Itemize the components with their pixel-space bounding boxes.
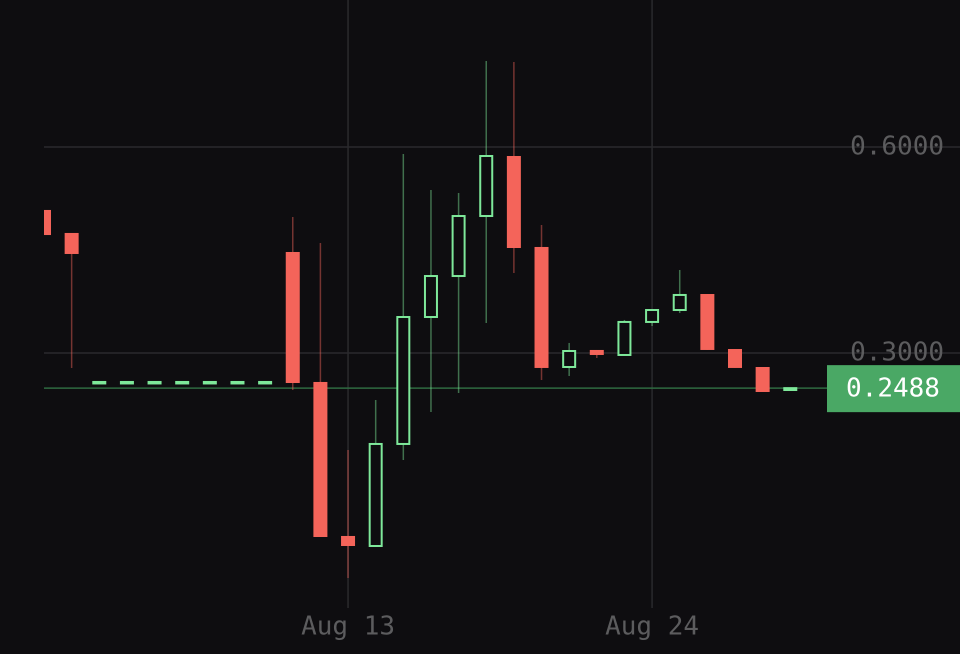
candle-body (755, 366, 770, 392)
x-tick-label: Aug 13 (301, 612, 395, 642)
last-price-badge (827, 365, 960, 413)
candle-body (589, 349, 604, 355)
candle-body (368, 442, 383, 547)
candle-body (506, 155, 521, 249)
candle-body (451, 215, 466, 278)
candle-body (783, 387, 798, 391)
candle-body (64, 232, 79, 254)
grid (44, 0, 960, 608)
candle-body (313, 381, 328, 538)
candle-body (672, 293, 687, 312)
candle-body (92, 380, 107, 385)
candle-body (645, 309, 660, 323)
candle-body (341, 535, 356, 546)
y-tick-label: 0.3000 (850, 337, 944, 367)
candle-body (258, 380, 273, 385)
candles (44, 61, 798, 578)
y-tick-label: 0.6000 (850, 132, 944, 162)
candle-body (617, 320, 632, 356)
candle-body (285, 251, 300, 383)
labels: 0.3000 0.6000 Aug 13 Aug 24 0.2488 (301, 132, 960, 642)
candle-body (119, 380, 134, 385)
candle-body (230, 380, 245, 385)
last-price-label: 0.2488 (846, 374, 940, 404)
candle-body (175, 380, 190, 385)
candle-body (534, 246, 549, 368)
x-tick-label: Aug 24 (605, 612, 699, 642)
candle-body (202, 380, 217, 385)
candle-body (44, 209, 51, 236)
candle-body (562, 349, 577, 368)
candle-body (700, 294, 715, 350)
candle-body (728, 349, 742, 368)
candle-body (479, 154, 494, 218)
candle-body (147, 380, 162, 385)
candle-body (423, 275, 438, 319)
candle-body (396, 316, 411, 445)
